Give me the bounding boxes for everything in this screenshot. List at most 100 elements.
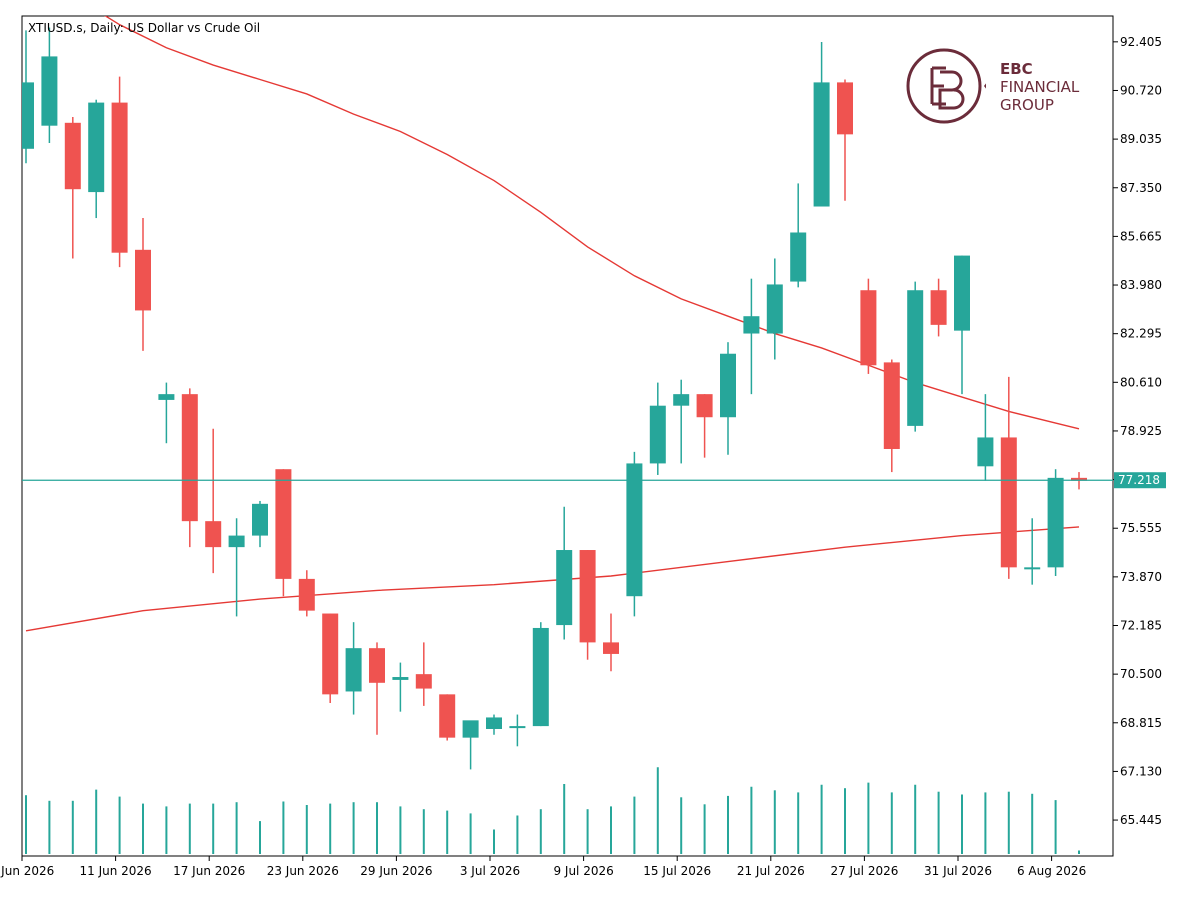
- candle-body: [696, 394, 713, 418]
- candle-body: [977, 437, 994, 467]
- candle-body: [1047, 477, 1064, 568]
- candle-body: [532, 627, 549, 727]
- candle: [626, 451, 643, 617]
- candle: [790, 183, 807, 288]
- candle: [907, 281, 924, 432]
- candle-body: [228, 535, 245, 548]
- x-tick-label: 11 Jun 2026: [80, 864, 152, 878]
- x-tick-label: 21 Jul 2026: [737, 864, 805, 878]
- candle-body: [22, 82, 34, 149]
- y-tick-label: 70.500: [1120, 667, 1162, 681]
- candle-body: [1071, 477, 1087, 481]
- y-tick-label: 87.350: [1120, 181, 1162, 195]
- candle: [369, 642, 385, 735]
- candle: [22, 30, 34, 164]
- candle-body: [392, 677, 409, 680]
- y-tick-label: 67.130: [1120, 764, 1162, 778]
- candle: [1000, 376, 1017, 579]
- candle: [766, 258, 783, 360]
- x-tick-label: 6 Aug 2026: [1017, 864, 1086, 878]
- candle-body: [415, 674, 432, 689]
- current-price-badge: [1114, 472, 1166, 489]
- candle: [860, 278, 877, 374]
- moving-average-fast: [104, 16, 1080, 430]
- candle-body: [111, 102, 128, 253]
- candle: [603, 613, 619, 672]
- candle-body: [790, 232, 807, 282]
- x-tick-label: 17 Jun 2026: [173, 864, 245, 878]
- candle: [930, 278, 947, 337]
- candle-body: [88, 102, 105, 193]
- candle: [813, 41, 830, 207]
- y-tick-label: 68.815: [1120, 716, 1162, 730]
- x-tick-label: 15 Jul 2026: [643, 864, 711, 878]
- candle: [1047, 469, 1064, 576]
- y-tick-label: 78.925: [1120, 424, 1162, 438]
- candle: [392, 662, 409, 712]
- y-tick-label: 65.445: [1120, 813, 1162, 827]
- moving-averages: [25, 16, 1080, 632]
- candle: [275, 469, 292, 597]
- chart-title: XTIUSD.s, Daily: US Dollar vs Crude Oil: [28, 21, 261, 35]
- candle: [64, 117, 81, 259]
- candle-body: [720, 353, 736, 418]
- candle: [649, 382, 666, 475]
- candle: [954, 255, 970, 395]
- candle-body: [743, 316, 760, 334]
- candle-body: [649, 405, 666, 464]
- candle: [1024, 518, 1041, 585]
- y-tick-label: 89.035: [1120, 132, 1162, 146]
- price-axis[interactable]: 92.405 90.720 89.035 87.350 85.665 83.980 82.2…: [1113, 35, 1162, 827]
- candles: [22, 27, 1087, 770]
- candle: [252, 500, 268, 548]
- y-tick-label: 82.295: [1120, 327, 1162, 341]
- x-tick-label: 23 Jun 2026: [267, 864, 339, 878]
- candle-body: [275, 469, 292, 579]
- candle: [158, 382, 175, 444]
- y-tick-label: 75.555: [1120, 521, 1162, 535]
- x-tick-label: 31 Jul 2026: [924, 864, 992, 878]
- candle-body: [860, 290, 877, 366]
- candle-body: [369, 648, 385, 683]
- candle: [556, 506, 573, 640]
- candle: [462, 720, 479, 770]
- candle: [532, 622, 549, 727]
- y-tick-label: 90.720: [1120, 83, 1162, 97]
- candle-body: [486, 717, 502, 729]
- candle-body: [509, 726, 526, 729]
- x-tick-label: 3 Jul 2026: [460, 864, 520, 878]
- y-tick-label: 80.610: [1120, 375, 1162, 389]
- candle: [579, 550, 596, 660]
- candle-body: [439, 694, 456, 738]
- candle-body: [252, 503, 268, 536]
- candle-body: [322, 613, 339, 695]
- candle: [977, 394, 994, 481]
- candle: [696, 394, 713, 458]
- x-tick-label: 27 Jul 2026: [830, 864, 898, 878]
- y-tick-label: 92.405: [1120, 35, 1162, 49]
- candle: [88, 99, 105, 219]
- y-tick-label: 73.870: [1120, 570, 1162, 584]
- candle: [41, 27, 58, 144]
- candle: [322, 613, 339, 704]
- logo-line-3: GROUP: [1000, 96, 1054, 114]
- y-tick-label: 83.980: [1120, 278, 1162, 292]
- plot-border: [21, 15, 1114, 857]
- candle-body: [1024, 567, 1041, 570]
- candle: [720, 342, 736, 455]
- candle-body: [462, 720, 479, 738]
- x-tick-label: 5 Jun 2026: [0, 864, 54, 878]
- y-tick-label: 85.665: [1120, 229, 1162, 243]
- candle-body: [135, 249, 151, 311]
- logo-line-2: FINANCIAL: [1000, 78, 1080, 96]
- current-price-line: 77.218: [22, 472, 1166, 489]
- candle: [439, 694, 456, 741]
- time-axis[interactable]: 5 Jun 2026 11 Jun 2026 17 Jun 2026 23 Jun 2…: [0, 856, 1086, 878]
- candle: [135, 218, 151, 351]
- candle-body: [298, 578, 315, 611]
- moving-average-slow: [25, 526, 1080, 632]
- x-tick-label: 29 Jun 2026: [360, 864, 432, 878]
- candle-body: [766, 284, 783, 334]
- candle-body: [907, 290, 924, 426]
- candle-body: [64, 122, 81, 190]
